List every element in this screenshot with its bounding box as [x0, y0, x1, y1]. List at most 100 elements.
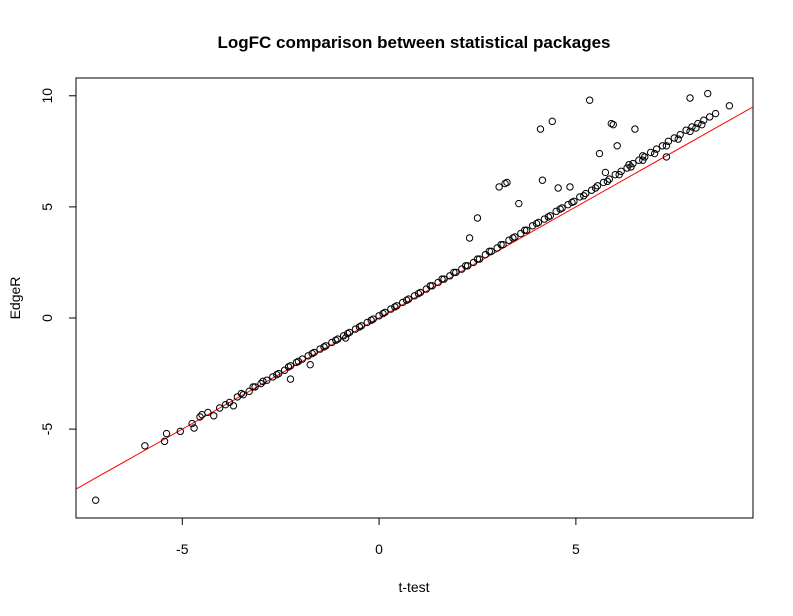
data-point: [700, 116, 708, 124]
data-point: [522, 226, 531, 234]
x-axis-title: t-test: [398, 579, 429, 595]
data-point: [625, 160, 633, 169]
data-point: [585, 96, 594, 104]
data-point: [495, 183, 503, 191]
data-point: [686, 94, 694, 102]
data-point: [556, 205, 564, 213]
data-point: [528, 222, 537, 230]
data-point: [487, 247, 495, 256]
data-point: [341, 334, 350, 342]
data-point: [426, 282, 434, 290]
data-point: [609, 120, 617, 129]
data-point: [485, 247, 493, 256]
data-point: [465, 234, 474, 242]
data-point: [428, 282, 436, 290]
data-point: [499, 240, 507, 249]
data-point: [343, 329, 352, 338]
data-point: [704, 89, 712, 98]
data-point: [615, 170, 623, 179]
data-point: [481, 250, 490, 259]
data-point: [509, 234, 517, 242]
data-point: [517, 229, 525, 238]
data-point: [294, 357, 303, 366]
data-point: [475, 255, 484, 263]
data-point: [548, 117, 556, 126]
data-point: [692, 124, 700, 132]
data-point: [461, 262, 470, 270]
data-point: [544, 213, 553, 221]
data-point: [298, 355, 307, 363]
data-point: [613, 142, 621, 150]
data-point: [554, 184, 562, 192]
data-point: [650, 149, 659, 158]
data-point: [91, 496, 100, 504]
data-point: [505, 236, 513, 244]
data-point: [635, 156, 643, 164]
data-point: [387, 305, 395, 313]
data-point: [582, 189, 590, 198]
data-point: [141, 442, 149, 450]
data-point: [674, 135, 682, 143]
chart-title: LogFC comparison between statistical pac…: [217, 33, 610, 52]
data-point: [473, 255, 482, 263]
data-point: [339, 332, 348, 340]
data-point: [676, 130, 684, 139]
data-point: [402, 296, 411, 304]
x-tick-label: -5: [176, 541, 189, 557]
data-point: [351, 325, 360, 333]
data-point: [263, 376, 271, 384]
data-point: [251, 383, 259, 391]
reference-line: [76, 106, 753, 490]
data-point: [601, 168, 610, 177]
data-point: [540, 215, 549, 223]
data-point: [725, 102, 734, 110]
data-point: [320, 343, 328, 351]
data-point: [473, 214, 482, 222]
data-point: [245, 387, 253, 396]
data-point: [711, 109, 720, 118]
data-point: [497, 240, 505, 249]
data-point: [176, 427, 185, 436]
data-point: [591, 184, 600, 192]
data-point: [438, 275, 446, 283]
data-point: [670, 134, 678, 142]
data-point: [450, 268, 458, 277]
data-point: [190, 424, 198, 432]
data-point: [379, 309, 387, 318]
data-point: [304, 352, 312, 360]
data-point: [611, 170, 619, 179]
data-point: [698, 120, 706, 129]
data-point: [188, 419, 196, 428]
points-group: [91, 89, 734, 504]
data-point: [564, 200, 572, 209]
data-point: [215, 404, 224, 412]
data-point: [162, 429, 171, 438]
x-axis: -5 0 5: [176, 517, 580, 557]
data-point: [316, 345, 324, 353]
data-point: [375, 312, 383, 320]
data-point: [566, 183, 574, 191]
x-tick-label: 5: [572, 541, 580, 557]
data-point: [595, 149, 604, 158]
data-point: [576, 193, 584, 201]
data-point: [538, 176, 547, 184]
data-point: [532, 219, 541, 228]
y-axis: -5 0 5 10: [39, 88, 77, 435]
data-point: [552, 207, 560, 216]
data-point: [599, 178, 608, 187]
data-point: [694, 119, 702, 128]
data-point: [515, 199, 523, 208]
data-point: [580, 192, 588, 200]
data-point: [306, 360, 314, 369]
data-point: [308, 349, 316, 358]
data-point: [587, 186, 596, 194]
reference-line-group: [76, 106, 753, 490]
data-point: [210, 412, 218, 420]
data-point: [367, 316, 375, 324]
data-point: [391, 303, 399, 311]
data-point: [521, 226, 529, 234]
data-point: [603, 177, 612, 186]
data-point: [605, 175, 614, 183]
data-point: [493, 244, 501, 252]
